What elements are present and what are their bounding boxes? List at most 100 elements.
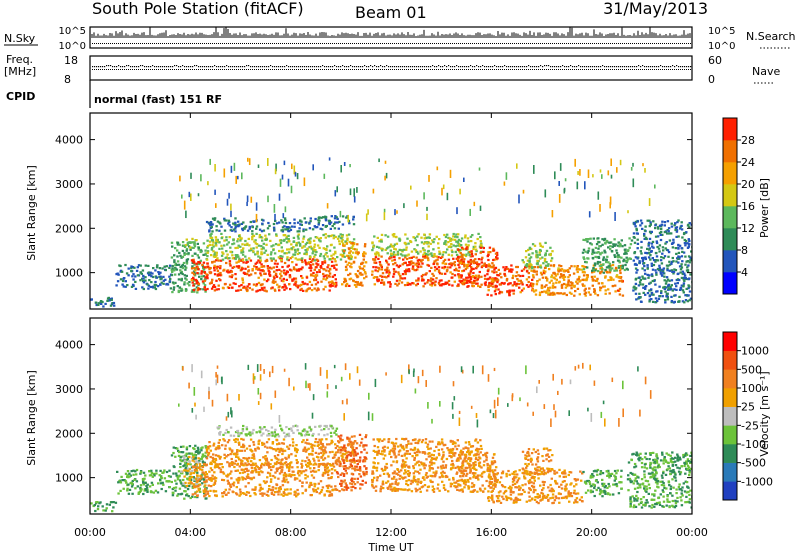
nsearch-dot — [542, 43, 543, 44]
power-cell — [483, 277, 487, 280]
power-cell — [308, 280, 312, 283]
velocity-cell — [169, 475, 172, 478]
power-cell — [638, 281, 642, 284]
power-cell — [185, 249, 188, 252]
power-cell — [197, 287, 200, 290]
power-cell — [463, 265, 466, 268]
power-cell — [334, 278, 337, 281]
power-cell — [565, 269, 568, 272]
power-cell — [197, 246, 200, 249]
power-cell — [345, 242, 349, 245]
power-cell — [586, 257, 589, 260]
power-cell — [469, 275, 472, 279]
power-cell — [303, 217, 306, 220]
power-cell — [437, 256, 440, 259]
power-cell — [604, 268, 607, 272]
velocity-cell — [114, 501, 118, 504]
nave-dot — [236, 69, 237, 70]
power-cell — [355, 285, 358, 288]
power-speck — [384, 160, 387, 164]
freq-dot — [242, 66, 244, 68]
power-cell — [525, 263, 529, 266]
power-cell — [461, 253, 464, 256]
power-cell — [113, 304, 116, 307]
power-cell — [527, 280, 530, 284]
power-cell — [266, 265, 269, 268]
power-cell — [473, 276, 477, 279]
velocity-cell — [117, 481, 120, 484]
freq-dot — [270, 65, 272, 67]
power-cell — [295, 244, 298, 247]
freq-dot — [652, 66, 654, 68]
nave-dot — [198, 69, 199, 70]
power-cell — [481, 264, 484, 267]
power-speck — [349, 188, 352, 196]
power-cell — [375, 266, 378, 269]
freq-dot — [244, 66, 246, 68]
power-cell — [535, 283, 539, 286]
power-cell — [263, 251, 266, 254]
nsearch-dot — [144, 43, 145, 44]
nave-dot — [514, 69, 515, 70]
freq-dot — [628, 66, 630, 68]
velocity-cell — [172, 472, 175, 475]
power-cell — [274, 219, 277, 222]
power-cell — [378, 261, 382, 264]
power-cell — [659, 238, 663, 242]
power-cell — [170, 269, 173, 272]
power-cell — [274, 243, 278, 246]
power-cell — [567, 276, 570, 279]
power-cell — [238, 257, 241, 260]
freq-dot — [502, 66, 504, 68]
power-cell — [248, 227, 251, 230]
power-cell — [609, 269, 612, 272]
power-cell — [261, 246, 265, 249]
velocity-cell — [130, 485, 134, 488]
power-cell — [658, 231, 662, 234]
power-cell — [415, 262, 418, 265]
power-cell — [399, 274, 402, 278]
freq-tick-bottom: 8 — [64, 73, 71, 86]
nsearch-dot — [272, 43, 273, 44]
freq-dot — [486, 66, 488, 68]
power-cell — [301, 260, 304, 264]
power-cell — [576, 287, 580, 290]
freq-dot — [472, 66, 474, 68]
freq-dot — [132, 66, 134, 68]
power-cell — [211, 217, 215, 220]
power-cell — [583, 278, 586, 282]
nave-dot — [508, 69, 509, 70]
nave-dot — [430, 69, 431, 70]
nsearch-dot — [536, 43, 537, 44]
freq-dot — [476, 65, 478, 67]
nsearch-dot — [114, 43, 115, 44]
power-cell — [120, 270, 124, 273]
power-cell — [683, 232, 686, 235]
power-cell — [672, 301, 676, 304]
velocity-cell — [186, 488, 190, 491]
power-cell — [216, 269, 220, 272]
power-cell — [234, 273, 237, 276]
power-cell — [439, 256, 443, 259]
nave-dot — [218, 69, 219, 70]
velocity-cell — [188, 445, 192, 448]
power-cell — [479, 236, 482, 239]
power-cell — [522, 261, 525, 264]
nsearch-dot — [604, 43, 605, 44]
freq-dot — [544, 65, 546, 67]
nave-dot — [360, 69, 361, 70]
power-cell — [460, 276, 463, 279]
power-cell — [632, 289, 635, 292]
freq-dot — [224, 66, 226, 68]
nave-dot — [614, 69, 615, 70]
nave-dot — [130, 69, 131, 70]
power-cell — [664, 282, 668, 285]
power-speck — [584, 181, 586, 190]
freq-dot — [466, 66, 468, 68]
power-cell — [552, 293, 556, 296]
velocity-cell — [148, 474, 152, 477]
nave-dot — [350, 69, 351, 70]
power-cell — [243, 227, 246, 230]
power-cell — [545, 276, 548, 279]
power-cell — [268, 224, 271, 227]
